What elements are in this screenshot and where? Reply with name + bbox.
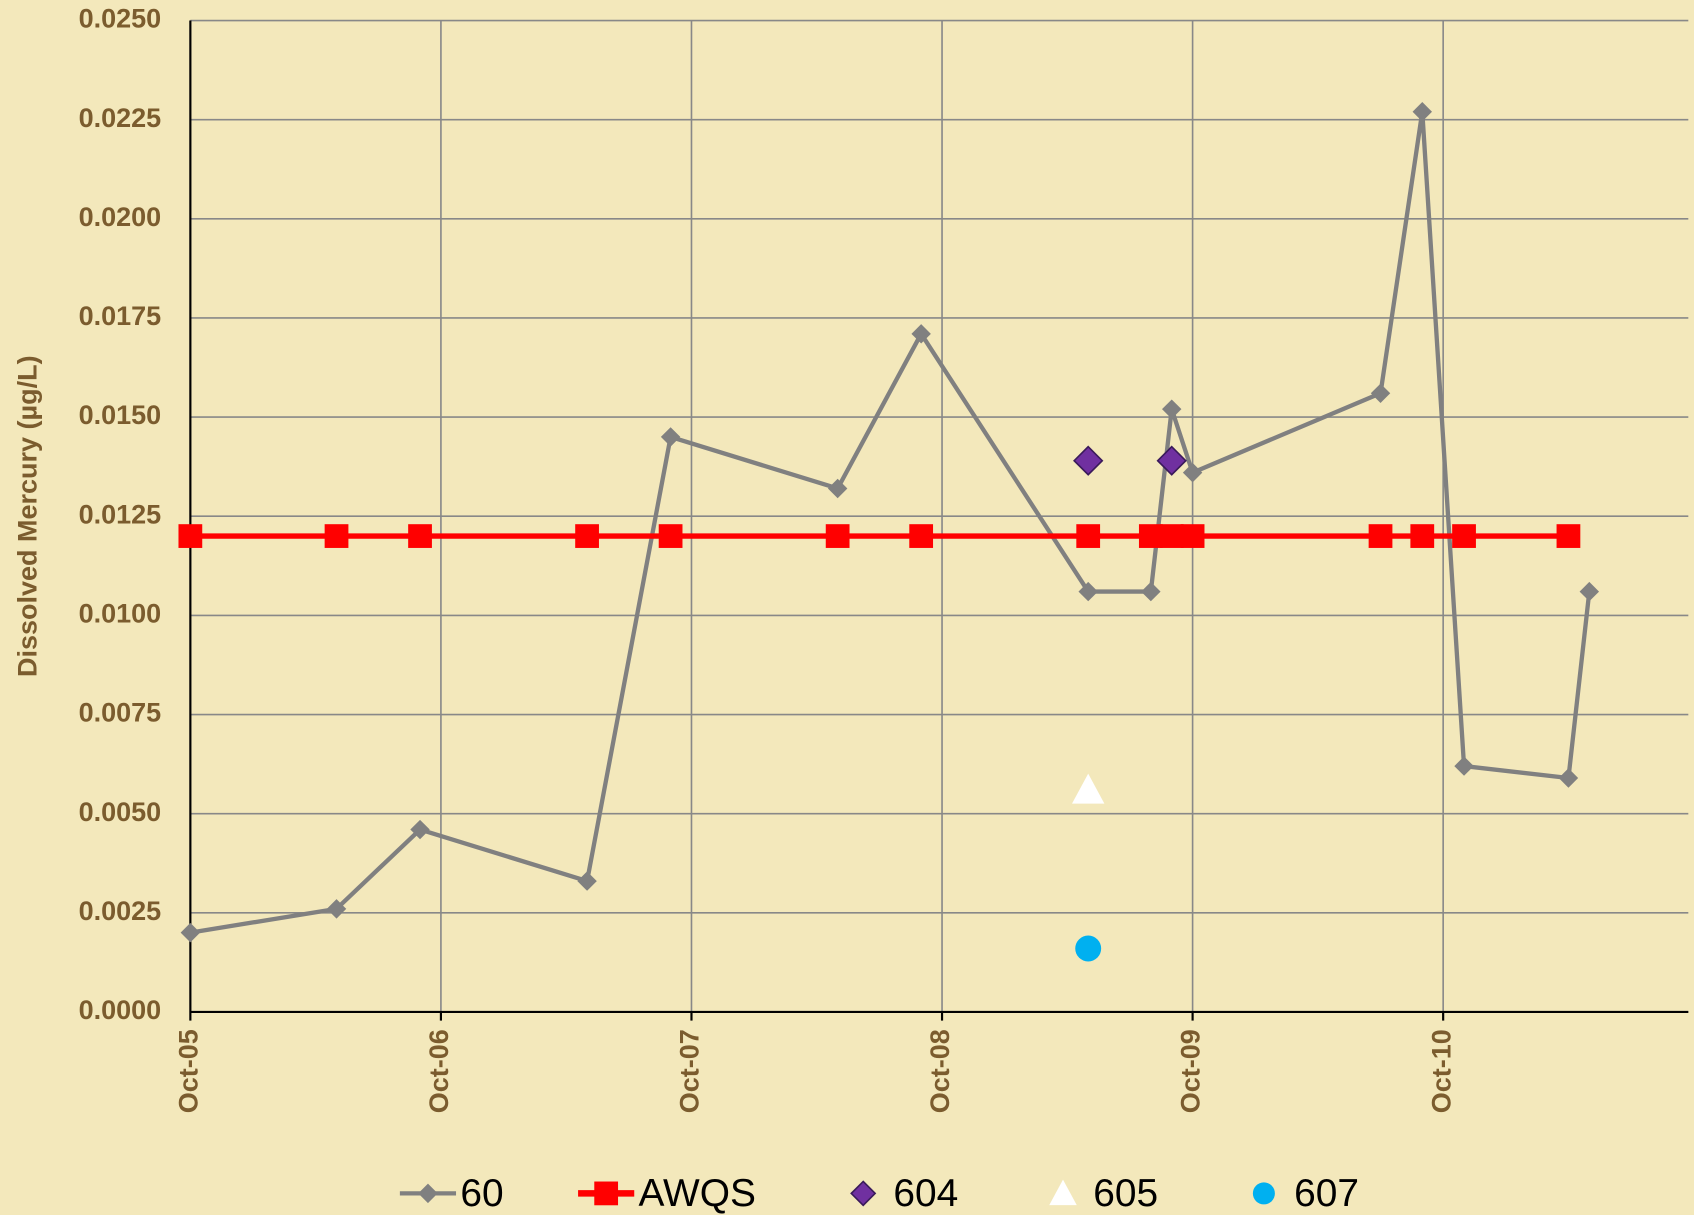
legend-label: 604 <box>893 1172 958 1215</box>
marker <box>1141 581 1161 602</box>
y-axis-title: Dissolved Mercury (µg/L) <box>13 355 43 677</box>
marker <box>909 524 934 548</box>
y-tick-label: 0.0150 <box>79 400 162 430</box>
marker <box>658 524 683 548</box>
x-tick-label: Oct-07 <box>675 1029 705 1113</box>
y-tick-label: 0.0075 <box>79 698 162 728</box>
x-tick-label: Oct-10 <box>1426 1029 1456 1113</box>
x-tick-label: Oct-06 <box>424 1029 454 1113</box>
legend-label: 605 <box>1093 1172 1158 1215</box>
y-tick-label: 0.0200 <box>79 202 162 232</box>
y-tick-label: 0.0175 <box>79 301 162 331</box>
y-tick-label: 0.0000 <box>79 995 162 1025</box>
y-tick-label: 0.0250 <box>79 4 162 34</box>
marker <box>178 524 203 548</box>
x-tick-label: Oct-05 <box>173 1029 203 1113</box>
marker <box>1252 1182 1275 1205</box>
marker <box>1182 462 1203 483</box>
y-tick-label: 0.0100 <box>79 599 162 629</box>
marker <box>1156 445 1187 476</box>
marker <box>1558 768 1579 788</box>
marker <box>180 922 201 943</box>
marker <box>1078 581 1098 602</box>
series-line <box>190 109 1592 935</box>
marker <box>408 524 432 548</box>
marker <box>660 427 681 447</box>
marker <box>1368 524 1393 548</box>
y-tick-label: 0.0025 <box>79 896 162 926</box>
marker <box>324 524 349 548</box>
marker <box>1159 524 1184 548</box>
x-tick-label: Oct-09 <box>1176 1029 1206 1113</box>
legend-label: 607 <box>1294 1172 1359 1215</box>
marker <box>594 1181 619 1206</box>
marker <box>575 524 599 548</box>
marker <box>1073 445 1104 476</box>
marker <box>326 899 347 919</box>
legend-label: AWQS <box>639 1172 756 1215</box>
marker <box>850 1180 877 1207</box>
marker <box>1076 524 1101 548</box>
marker <box>1072 773 1105 804</box>
y-tick-label: 0.0125 <box>79 499 162 529</box>
y-tick-label: 0.0225 <box>79 103 162 133</box>
y-tick-label: 0.0050 <box>79 797 162 827</box>
marker <box>1370 383 1391 404</box>
marker <box>1579 581 1600 602</box>
marker <box>1049 1179 1077 1206</box>
marker <box>1410 524 1435 548</box>
legend-label: 60 <box>460 1172 503 1215</box>
marker <box>1138 524 1163 548</box>
marker <box>825 524 850 548</box>
marker <box>1075 935 1102 962</box>
marker <box>1452 524 1476 548</box>
marker <box>1180 524 1205 548</box>
marker <box>410 819 430 840</box>
marker <box>1556 524 1581 548</box>
marker <box>827 478 848 499</box>
x-tick-label: Oct-08 <box>925 1029 955 1113</box>
marker <box>1412 102 1432 122</box>
